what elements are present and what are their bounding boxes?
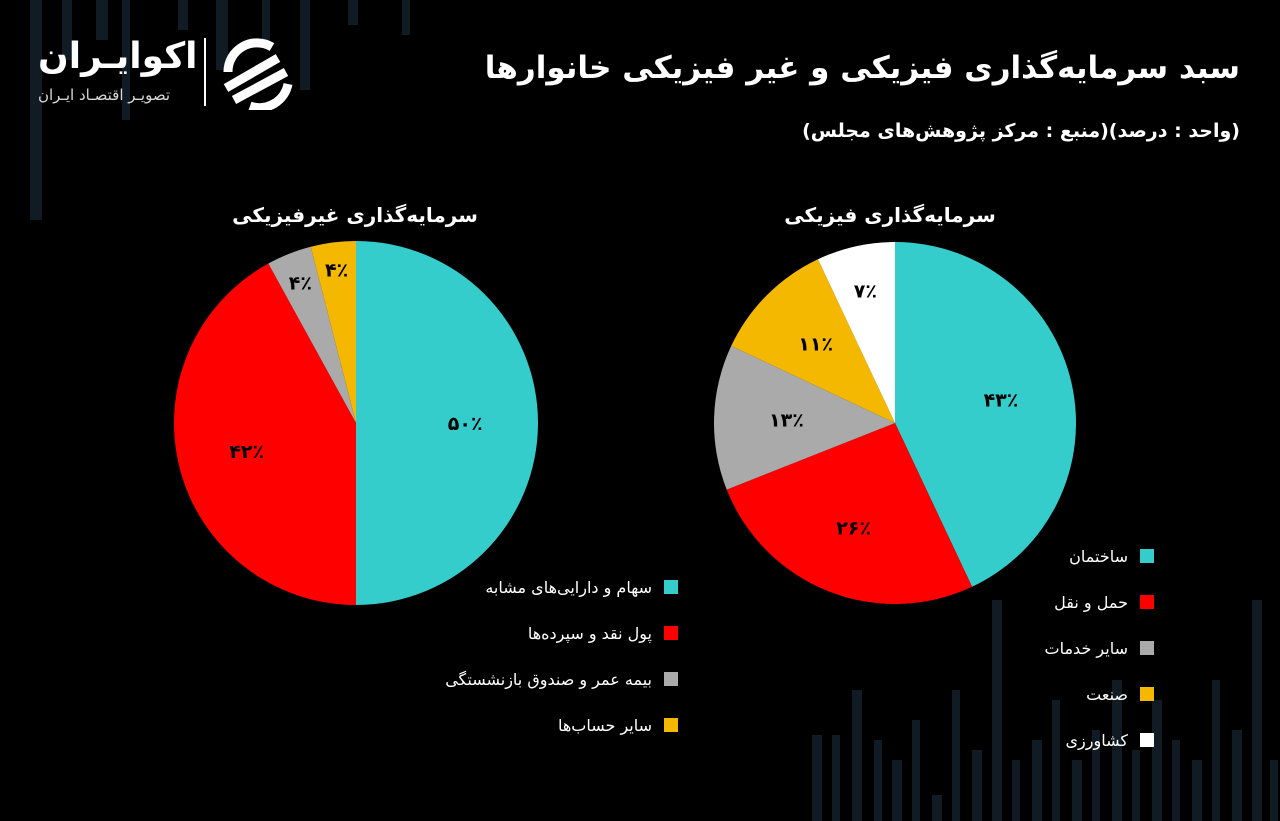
legend-label: ساختمان <box>1069 546 1128 566</box>
legend-item: سایر خدمات <box>1045 625 1154 671</box>
background-bar <box>1132 750 1140 821</box>
background-bar <box>1092 730 1100 821</box>
legend-swatch <box>1140 641 1154 655</box>
chart-title-physical: سرمایه‌گذاری فیزیکی <box>784 203 996 227</box>
legend-item: پول نقد و سپرده‌ها <box>445 610 678 656</box>
page-subtitle: (واحد : درصد)(منبع : مرکز پژوهش‌های مجلس… <box>802 120 1240 142</box>
background-bar <box>1252 600 1262 821</box>
background-bar <box>348 0 358 25</box>
legend-label: صنعت <box>1086 684 1128 704</box>
logo-divider <box>204 38 206 106</box>
background-bar <box>1072 760 1082 821</box>
legend-physical: ساختمان حمل و نقل سایر خدمات صنعت کشاورزی <box>1045 533 1154 763</box>
legend-swatch <box>664 672 678 686</box>
legend-label: پول نقد و سپرده‌ها <box>527 623 652 643</box>
legend-item: سهام و دارایی‌های مشابه <box>445 564 678 610</box>
background-bar <box>952 690 960 821</box>
legend-item: صنعت <box>1045 671 1154 717</box>
background-bar <box>30 0 42 220</box>
page-title: سبد سرمایه‌گذاری فیزیکی و غیر فیزیکی خان… <box>484 50 1240 86</box>
background-bar <box>262 0 270 45</box>
legend-item: بیمه عمر و صندوق بازنشستگی <box>445 656 678 702</box>
legend-swatch <box>664 718 678 732</box>
legend-label: سایر خدمات <box>1044 638 1128 658</box>
legend-swatch <box>664 626 678 640</box>
background-bar <box>1112 680 1122 821</box>
background-bar <box>1172 740 1180 821</box>
background-bar <box>1012 760 1020 821</box>
background-bar <box>892 760 902 821</box>
background-bar <box>1052 700 1060 821</box>
background-bar <box>1232 730 1242 821</box>
background-bar <box>1212 680 1220 821</box>
background-bar <box>1270 760 1278 821</box>
logo-tagline: تصویـر اقتصـاد ایـران <box>38 86 171 104</box>
logo-icon <box>223 38 293 110</box>
legend-swatch <box>1140 733 1154 747</box>
background-bar <box>874 740 882 821</box>
background-bar <box>1152 700 1162 821</box>
background-bar <box>912 720 920 821</box>
legend-swatch <box>1140 687 1154 701</box>
background-bar <box>932 795 942 821</box>
background-bar <box>992 600 1002 821</box>
legend-label: کشاورزی <box>1065 730 1128 750</box>
background-bar <box>852 690 862 821</box>
background-bar <box>122 0 130 120</box>
legend-swatch <box>1140 549 1154 563</box>
legend-item: کشاورزی <box>1045 717 1154 763</box>
legend-label: سایر حساب‌ها <box>557 715 652 735</box>
background-bar <box>832 735 840 821</box>
legend-swatch <box>1140 595 1154 609</box>
background-bar <box>62 0 72 60</box>
chart-title-non-physical: سرمایه‌گذاری غیرفیزیکی <box>232 203 478 227</box>
background-bar <box>972 750 982 821</box>
legend-non-physical: سهام و دارایی‌های مشابه پول نقد و سپرده‌ه… <box>445 564 678 748</box>
logo-name: اکوایـران <box>38 36 198 77</box>
background-bar <box>96 0 108 40</box>
legend-label: بیمه عمر و صندوق بازنشستگی <box>445 669 652 689</box>
legend-item: ساختمان <box>1045 533 1154 579</box>
background-bar <box>812 735 822 821</box>
background-bar <box>1032 740 1042 821</box>
background-bar <box>402 0 410 35</box>
legend-label: حمل و نقل <box>1054 592 1128 612</box>
background-bar <box>1192 760 1202 821</box>
legend-item: حمل و نقل <box>1045 579 1154 625</box>
legend-swatch <box>664 580 678 594</box>
background-bar <box>178 0 188 30</box>
background-bar <box>300 0 310 90</box>
legend-label: سهام و دارایی‌های مشابه <box>485 577 652 597</box>
background-bar <box>216 0 228 70</box>
legend-item: سایر حساب‌ها <box>445 702 678 748</box>
